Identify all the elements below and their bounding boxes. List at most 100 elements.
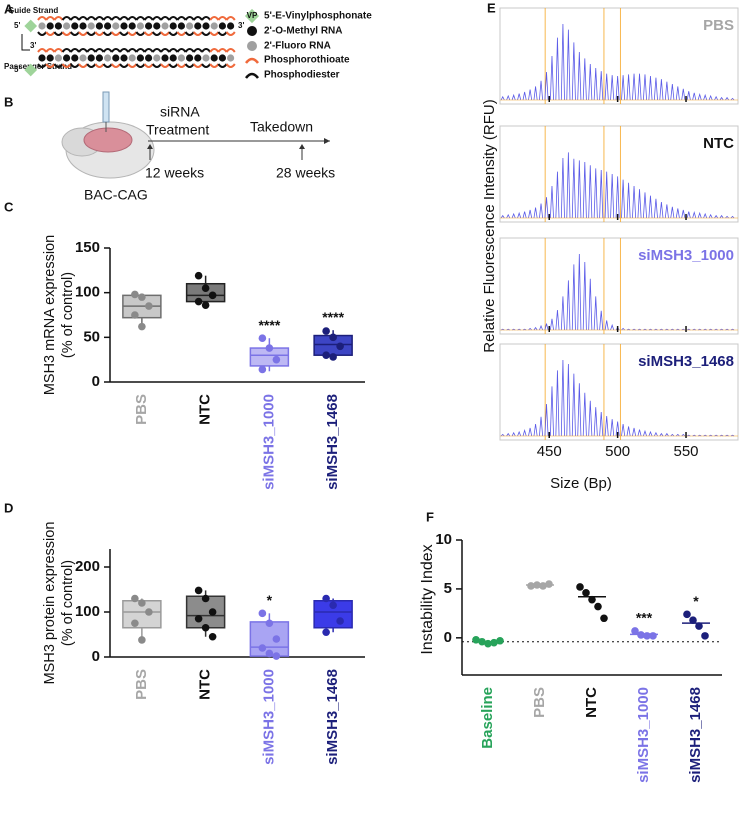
backbone [168, 16, 179, 21]
trace-peak [549, 318, 554, 331]
nucleotide [87, 22, 95, 30]
data-point [643, 632, 651, 640]
x-tick-label: NTC [197, 669, 214, 700]
end-label: 5' [14, 65, 20, 74]
trace-peak [511, 93, 516, 101]
trace-peak [593, 168, 598, 219]
backbone [151, 16, 162, 21]
backbone [102, 31, 113, 36]
trace-peak [539, 203, 544, 219]
trace-peak [582, 58, 587, 101]
trace-peak [522, 428, 527, 437]
y-tick-label: 50 [83, 328, 100, 345]
y-tick-label: 100 [75, 284, 100, 301]
trace-peak [544, 403, 549, 437]
legend-icon [247, 26, 257, 36]
trace-peak [571, 264, 576, 331]
backbone [78, 63, 89, 68]
trace-peak [566, 152, 571, 219]
nucleotide [210, 54, 218, 62]
trace-peak [544, 323, 549, 331]
backbone [143, 63, 154, 68]
data-point [145, 302, 153, 310]
trace-peak [566, 280, 571, 331]
backbone [69, 16, 80, 21]
trace-peak [555, 309, 560, 331]
backbone [69, 31, 80, 36]
trace-peak [719, 96, 724, 101]
backbone [192, 31, 203, 36]
trace-peak [670, 83, 675, 101]
trace-peak [539, 324, 544, 331]
data-point [545, 580, 553, 588]
backbone [69, 48, 80, 53]
trace-peak [659, 432, 664, 437]
panel-label: E [487, 0, 496, 15]
backbone [184, 16, 195, 21]
backbone [151, 48, 162, 53]
backbone [217, 16, 228, 21]
end-label: 3' [30, 41, 36, 50]
nucleotide [161, 22, 169, 30]
trace-peak [544, 71, 549, 101]
backbone [192, 16, 203, 21]
end-label: 5' [14, 21, 20, 30]
data-point [201, 594, 210, 603]
nucleotide [186, 54, 194, 62]
trace-peak [555, 37, 560, 101]
backbone [119, 16, 130, 21]
data-point [472, 635, 480, 644]
backbone [119, 63, 130, 68]
nucleotide [136, 22, 144, 30]
backbone [225, 63, 236, 68]
backbone [176, 63, 187, 68]
backbone [160, 48, 171, 53]
nucleotide [120, 22, 128, 30]
data-point [322, 327, 330, 335]
nucleotide [112, 22, 120, 30]
nucleotide [95, 22, 103, 30]
data-point [689, 616, 697, 625]
data-point [201, 623, 210, 632]
trace-peak [632, 427, 637, 437]
backbone [135, 31, 146, 36]
data-point [496, 636, 504, 645]
trace-peak [725, 215, 729, 219]
backbone [78, 31, 89, 36]
trace-peak [626, 74, 631, 101]
nucleotide [46, 54, 54, 62]
data-point [649, 632, 657, 640]
nucleotide [202, 54, 210, 62]
data-point [265, 649, 274, 658]
data-point [322, 351, 330, 360]
trace-peak [593, 296, 598, 331]
x-tick-label: 550 [674, 443, 699, 460]
significance: **** [258, 317, 280, 333]
backbone [201, 48, 212, 53]
x-tick-label: NTC [583, 687, 600, 718]
y-axis-label: MSH3 mRNA expression [42, 235, 58, 395]
trace-peak [610, 75, 615, 101]
nucleotide [194, 54, 202, 62]
significance: *** [636, 610, 653, 626]
trace-peak [681, 88, 686, 101]
trace-peak [528, 209, 533, 219]
trace-peak [643, 429, 647, 437]
trace-peak [555, 370, 560, 437]
trace-peak [670, 433, 675, 437]
trace-peak [664, 204, 669, 219]
backbone [135, 63, 146, 68]
nucleotide [210, 22, 218, 30]
trace-peak [626, 426, 631, 437]
backbone [119, 31, 130, 36]
trace-peak [686, 91, 691, 101]
data-point [484, 639, 492, 648]
data-point [527, 582, 535, 590]
data-point [539, 582, 547, 590]
trace-peak [642, 192, 647, 219]
trace-peak [692, 210, 697, 219]
data-point [637, 631, 645, 639]
y-axis-label: Instability Index [419, 544, 436, 654]
nucleotide [145, 22, 153, 30]
